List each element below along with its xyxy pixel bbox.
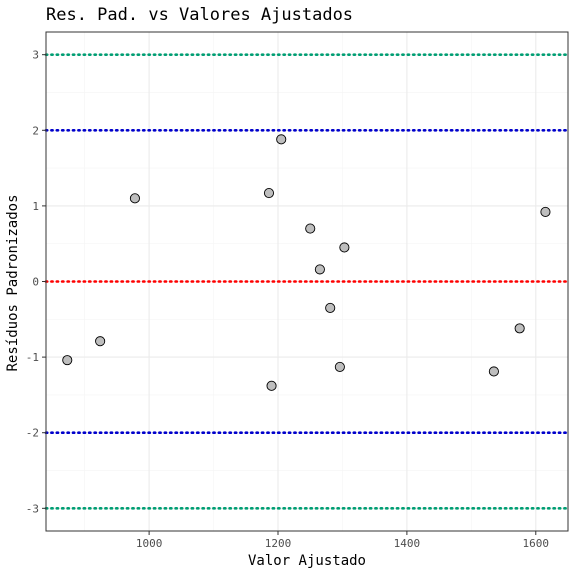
chart-title: Res. Pad. vs Valores Ajustados: [46, 5, 353, 25]
data-point: [339, 242, 350, 253]
y-tick-label: -2: [26, 427, 39, 440]
y-tick-label: 3: [32, 49, 39, 62]
data-point: [305, 223, 316, 234]
x-tick-label: 1400: [394, 537, 421, 550]
data-point: [263, 187, 275, 199]
data-point: [314, 264, 325, 275]
axis-ticks: 1000 1200 1400 1600 -3 -2 -1 0 1 2 3: [26, 49, 549, 550]
data-point: [95, 336, 106, 347]
y-tick-label: -1: [26, 351, 39, 364]
x-tick-label: 1000: [136, 537, 163, 550]
data-point: [334, 361, 345, 372]
data-points: [62, 134, 551, 391]
data-point: [540, 206, 551, 217]
y-tick-label: 0: [32, 276, 39, 289]
data-point: [325, 302, 336, 314]
reference-lines: [44, 53, 570, 510]
x-tick-label: 1200: [265, 537, 292, 550]
x-axis-title: Valor Ajustado: [248, 553, 366, 569]
data-point: [62, 355, 73, 366]
y-tick-label: 2: [32, 124, 39, 137]
y-axis-title: Resíduos Padronizados: [5, 194, 21, 371]
y-tick-label: 1: [32, 200, 39, 213]
data-point: [488, 366, 499, 377]
data-point: [276, 134, 287, 145]
data-point: [514, 323, 525, 334]
x-tick-label: 1600: [523, 537, 550, 550]
data-point: [129, 193, 140, 204]
data-point: [266, 380, 277, 391]
y-tick-label: -3: [26, 502, 39, 515]
